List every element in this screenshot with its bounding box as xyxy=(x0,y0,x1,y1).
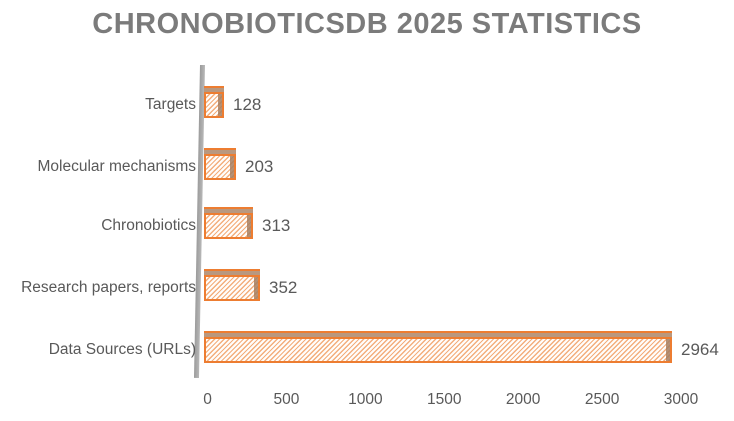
bar-top-face xyxy=(204,269,260,275)
bar xyxy=(204,207,253,239)
bar-side-face xyxy=(247,215,251,237)
bar-side-face xyxy=(218,94,222,116)
bar-top-face xyxy=(204,86,224,92)
bar-front-face xyxy=(204,154,236,180)
x-axis-tick-label: 1000 xyxy=(348,391,383,408)
bar xyxy=(204,86,224,118)
x-axis-tick-label: 2000 xyxy=(505,391,541,408)
category-label: Research papers, reports xyxy=(21,279,196,296)
bar xyxy=(204,331,672,363)
data-label: 313 xyxy=(262,216,291,235)
category-label: Targets xyxy=(145,96,196,113)
bar-front-face xyxy=(204,337,672,363)
category-label: Data Sources (URLs) xyxy=(48,341,196,358)
category-label: Molecular mechanisms xyxy=(37,158,197,175)
x-axis-tick-label: 500 xyxy=(273,391,300,408)
bar-front-face xyxy=(204,213,253,239)
x-axis-tick-label: 1500 xyxy=(427,391,462,408)
x-axis-tick-label: 0 xyxy=(203,391,212,408)
data-label: 2964 xyxy=(681,340,719,359)
x-axis-tick-label: 2500 xyxy=(584,391,620,408)
chart-title: CHRONOBIOTICSDB 2025 STATISTICS xyxy=(92,8,642,40)
x-axis-tick-label: 3000 xyxy=(663,391,699,408)
bar xyxy=(204,269,260,301)
bar-top-face xyxy=(204,331,672,337)
category-label: Chronobiotics xyxy=(101,217,196,234)
bar-side-face xyxy=(666,339,670,361)
bar-top-face xyxy=(204,207,253,213)
bar-front-face xyxy=(204,275,260,301)
bar xyxy=(204,148,236,180)
data-label: 352 xyxy=(269,278,298,297)
bar-top-face xyxy=(204,148,236,154)
data-label: 128 xyxy=(233,95,262,114)
data-label: 203 xyxy=(245,157,274,176)
bar-front-face xyxy=(204,92,224,118)
bar-side-face xyxy=(254,277,258,299)
bar-side-face xyxy=(230,156,234,178)
